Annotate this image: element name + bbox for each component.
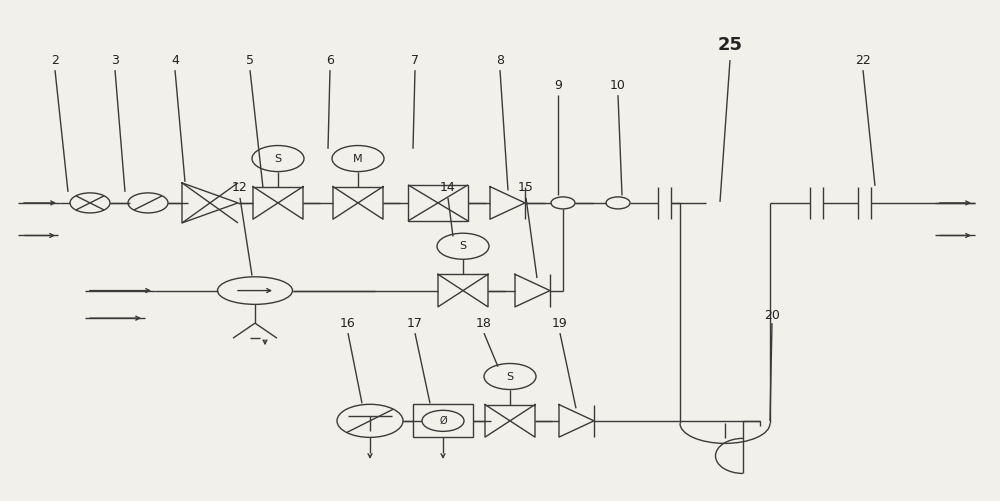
Text: 22: 22 [855, 54, 871, 67]
Text: 9: 9 [554, 79, 562, 92]
Text: 2: 2 [51, 54, 59, 67]
Text: 7: 7 [411, 54, 419, 67]
Text: M: M [353, 154, 363, 163]
Text: 6: 6 [326, 54, 334, 67]
Text: 8: 8 [496, 54, 504, 67]
Text: 15: 15 [518, 181, 534, 194]
Bar [408, 185, 468, 221]
Text: 10: 10 [610, 79, 626, 92]
Text: 20: 20 [764, 309, 780, 322]
Text: 12: 12 [232, 181, 248, 194]
Text: 14: 14 [440, 181, 456, 194]
Text: S: S [459, 241, 467, 251]
Text: 25: 25 [718, 36, 742, 54]
Text: Ø: Ø [439, 416, 447, 426]
Bar [413, 404, 473, 437]
Text: 17: 17 [407, 317, 423, 330]
Text: S: S [274, 154, 282, 163]
Text: 5: 5 [246, 54, 254, 67]
Text: 18: 18 [476, 317, 492, 330]
Text: 3: 3 [111, 54, 119, 67]
Text: 4: 4 [171, 54, 179, 67]
Text: 16: 16 [340, 317, 356, 330]
Text: S: S [506, 372, 514, 381]
Text: 19: 19 [552, 317, 568, 330]
